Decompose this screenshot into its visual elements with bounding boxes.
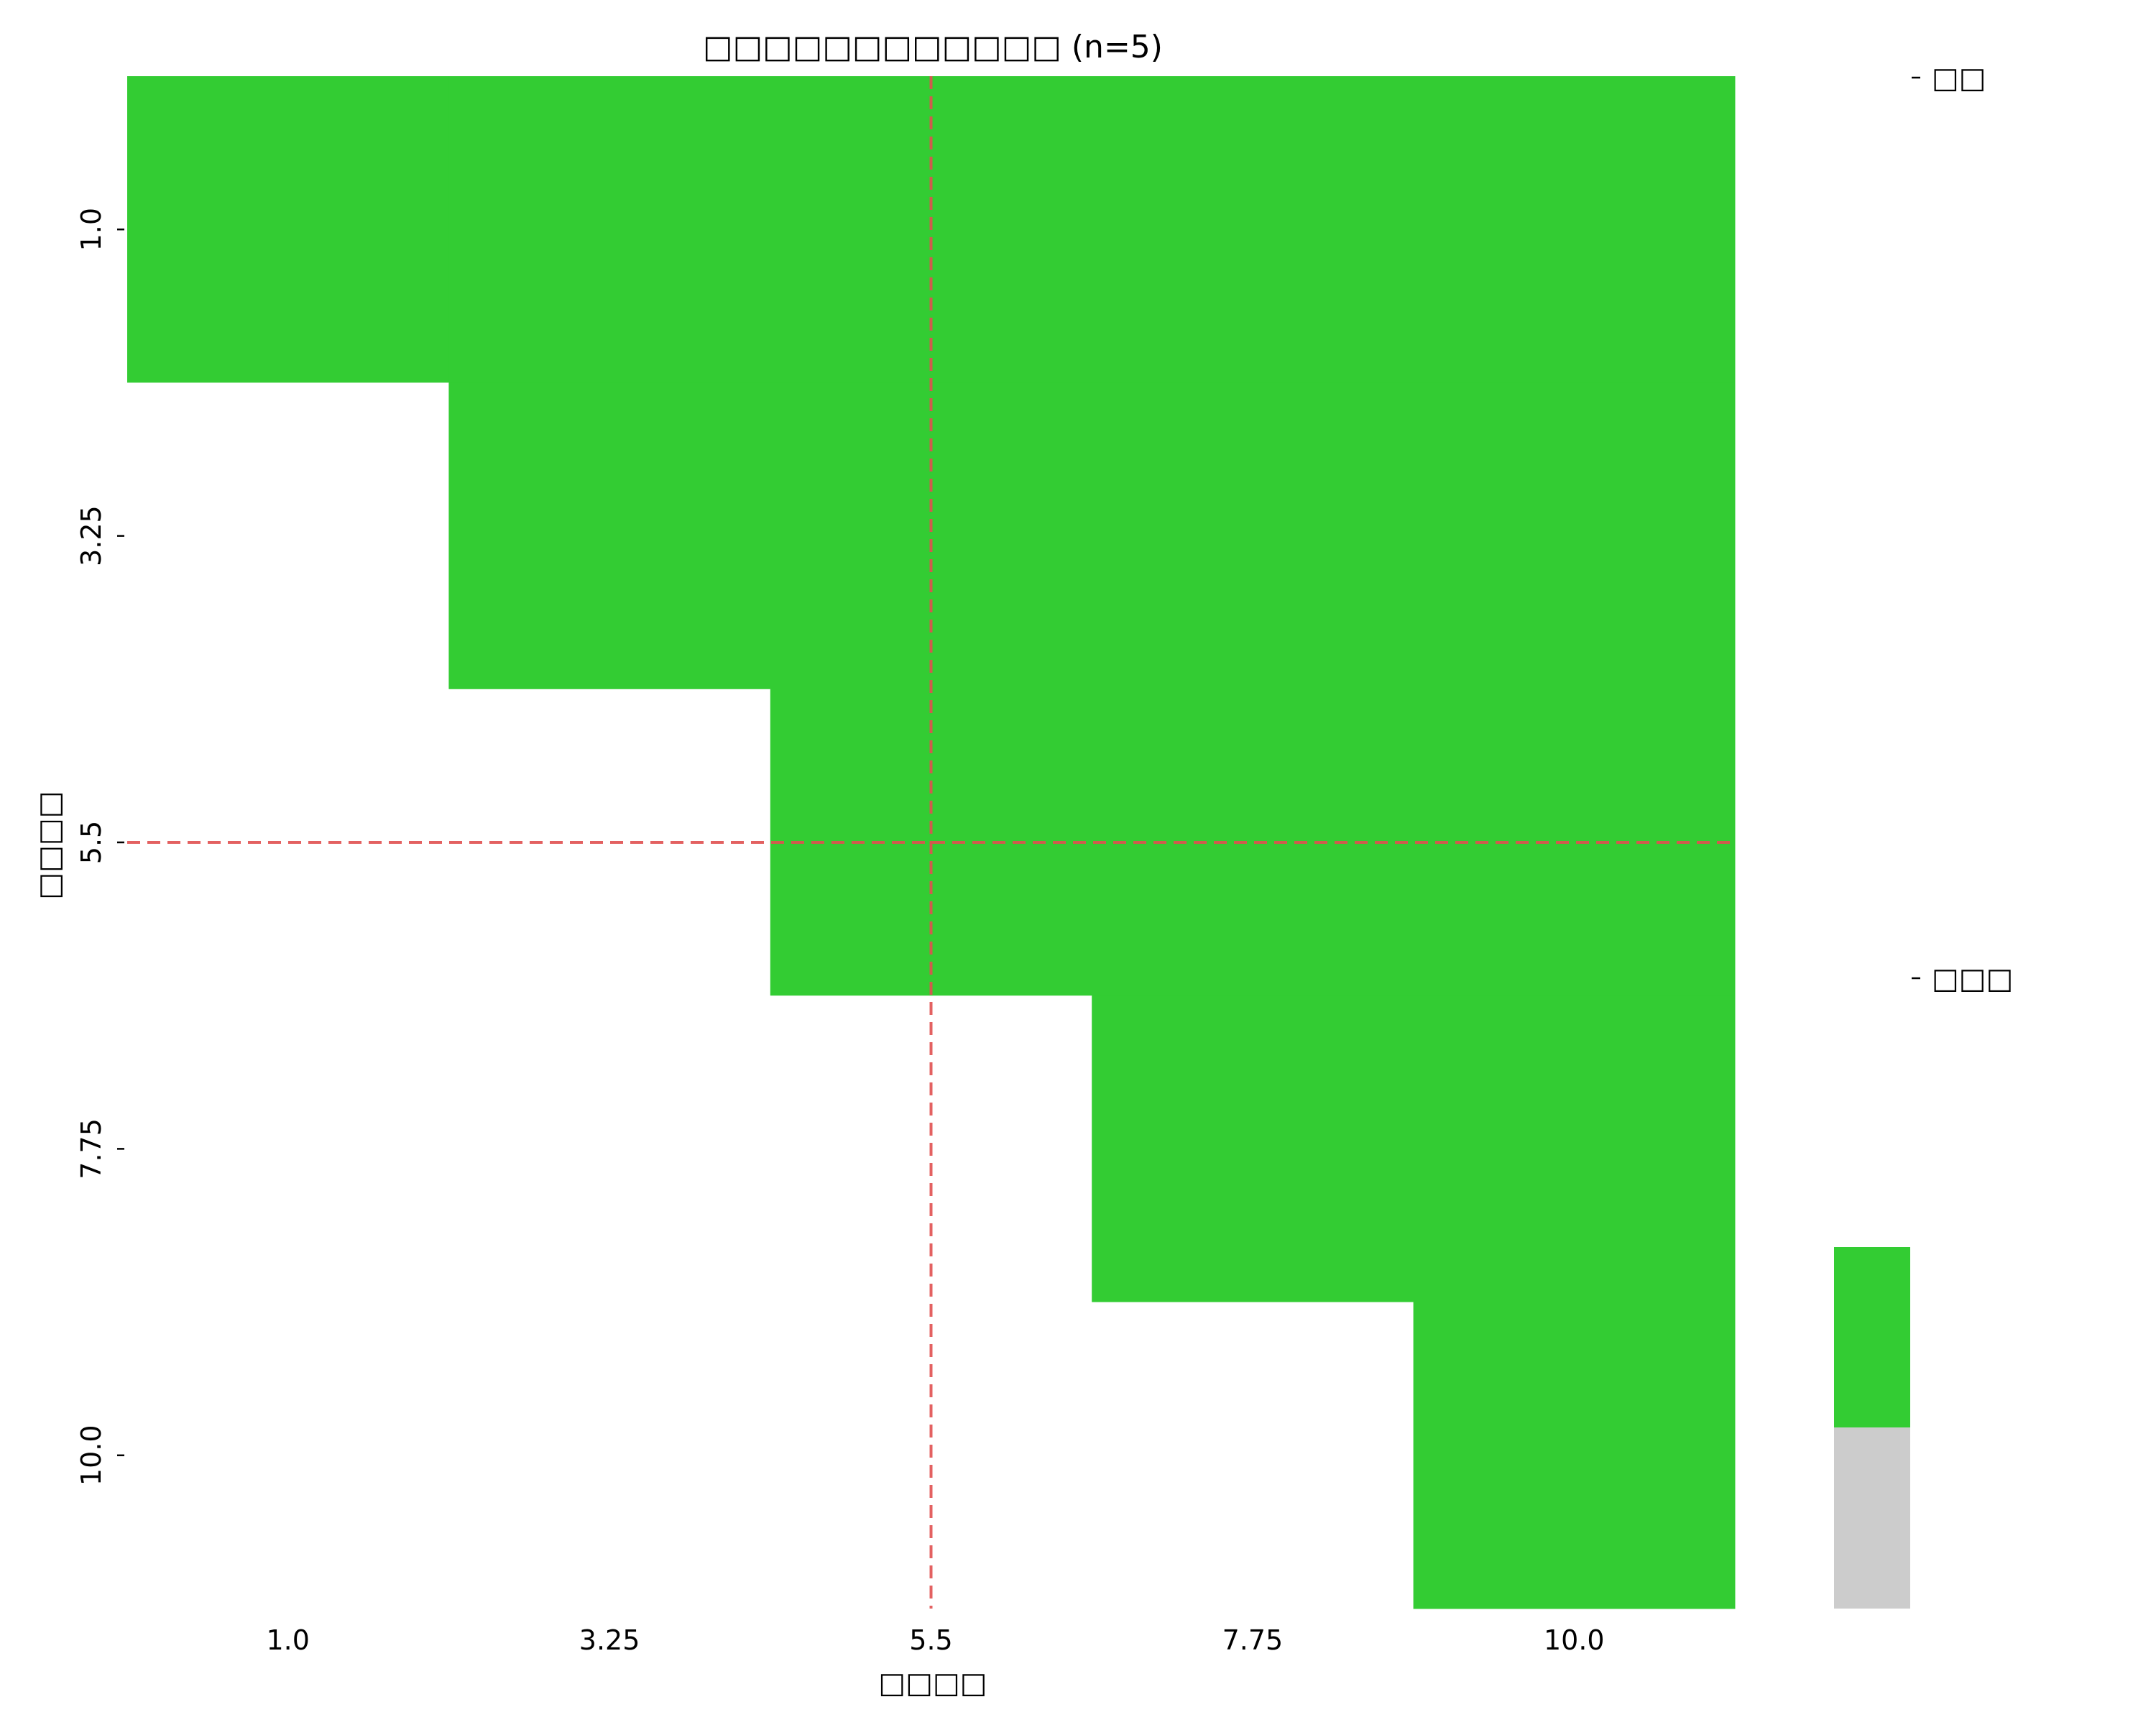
reference-lines (127, 76, 1735, 1609)
heatmap-cell (127, 995, 449, 1303)
y-axis-ticks: 1.0 3.25 5.5 7.75 10.0 (75, 208, 124, 1486)
heatmap-cell (127, 1302, 449, 1609)
colorbar: □□□□□ (1834, 62, 2013, 1609)
heatmap-cell (448, 382, 771, 690)
colorbar-label: □□ (1932, 62, 1986, 95)
x-axis-ticks: 1.0 3.25 5.5 7.75 10.0 (266, 1624, 1604, 1656)
heatmap-cell (1092, 76, 1414, 383)
heatmap-cell (448, 1302, 771, 1609)
x-tick-label: 7.75 (1222, 1624, 1284, 1656)
x-tick-label: 1.0 (266, 1624, 309, 1656)
y-axis-label: □□□□ (33, 791, 66, 899)
x-tick-label: 3.25 (579, 1624, 640, 1656)
y-tick-label: 5.5 (75, 821, 107, 864)
y-tick-label: 1.0 (75, 208, 107, 251)
heatmap-cell (127, 76, 449, 383)
heatmap-cell (127, 382, 449, 690)
heatmap-cell (1092, 1302, 1414, 1609)
y-tick-label: 7.75 (75, 1118, 107, 1179)
heatmap-cell (770, 382, 1092, 690)
heatmap-cell (448, 995, 771, 1303)
heatmap-cell (1413, 1302, 1736, 1609)
y-tick-label: 10.0 (75, 1425, 107, 1486)
x-axis-label: □□□□ (878, 1667, 987, 1700)
chart-title: □□□□□□□□□□□□ (n=5) (703, 29, 1163, 65)
colorbar-segment (1834, 1247, 1910, 1427)
y-tick-label: 3.25 (75, 505, 107, 566)
heatmap-cell (448, 76, 771, 383)
heatmap-cell (1413, 76, 1736, 383)
colorbar-segment (1834, 1427, 1910, 1609)
x-tick-label: 5.5 (909, 1624, 952, 1656)
colorbar-label: □□□ (1932, 962, 2013, 995)
heatmap-cell (1413, 382, 1736, 690)
heatmap-cell (1092, 382, 1414, 690)
heatmap-cell (1092, 995, 1414, 1303)
heatmap-cell (1413, 995, 1736, 1303)
x-tick-label: 10.0 (1544, 1624, 1605, 1656)
